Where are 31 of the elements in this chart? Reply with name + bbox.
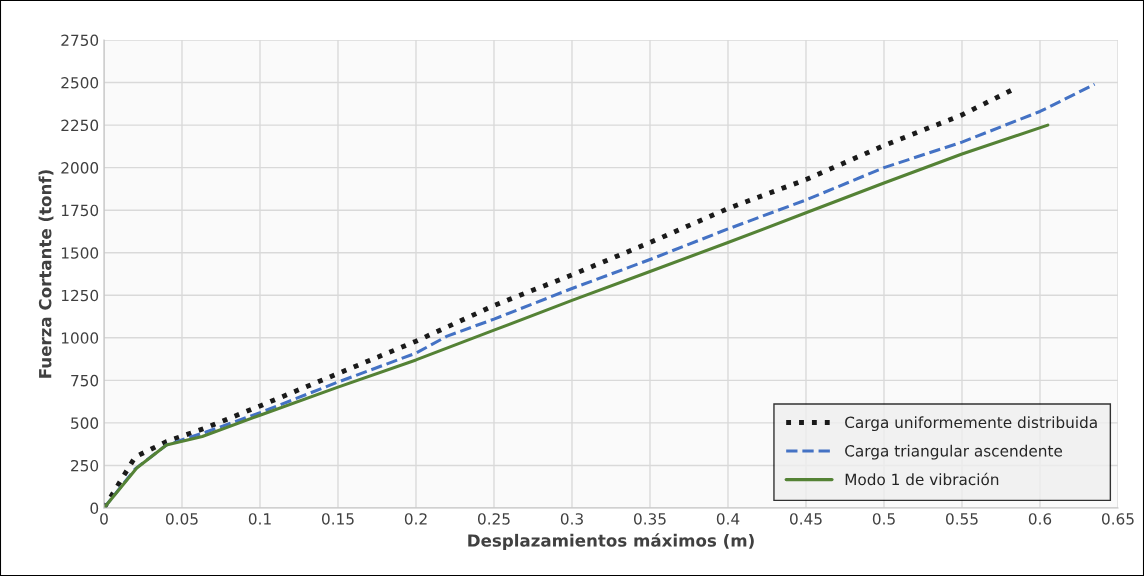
y-tick-label: 750 xyxy=(71,374,99,387)
x-tick-label: 0.55 xyxy=(946,513,978,525)
x-tick-label: 0.3 xyxy=(560,513,583,525)
x-axis-title: Desplazamientos máximos (m) xyxy=(468,533,754,550)
y-tick-label: 2250 xyxy=(61,119,99,132)
y-axis-title: Fuerza Cortante (tonf) xyxy=(38,170,54,378)
legend-label: Carga uniformemente distribuida xyxy=(845,416,1097,432)
y-tick-label: 1000 xyxy=(61,332,99,344)
y-tick-label: 2000 xyxy=(61,162,99,174)
y-tick-label: 500 xyxy=(71,417,99,429)
x-tick-label: 0.05 xyxy=(166,513,198,525)
y-tick-label: 1500 xyxy=(61,247,99,259)
x-tick-label: 0.15 xyxy=(322,513,354,525)
x-tick-label: 0.4 xyxy=(716,513,740,525)
legend-label: Carga triangular ascendente xyxy=(845,444,1063,460)
y-tick-label: 250 xyxy=(71,459,99,472)
y-tick-label: 2500 xyxy=(61,77,99,89)
x-tick-label: 0.5 xyxy=(872,513,895,525)
x-tick-label: 0.25 xyxy=(478,513,510,525)
y-tick-label: 0 xyxy=(90,502,99,515)
legend-label: Modo 1 de vibración xyxy=(845,472,999,486)
y-tick-label: 1750 xyxy=(61,204,99,217)
x-tick-label: 0.65 xyxy=(1102,513,1134,525)
x-tick-label: 0.2 xyxy=(404,513,427,525)
x-tick-label: 0.45 xyxy=(790,513,822,525)
x-tick-label: 0 xyxy=(100,513,108,525)
x-tick-label: 0.6 xyxy=(1028,513,1052,525)
x-tick-label: 0.1 xyxy=(248,513,271,525)
y-tick-label: 1250 xyxy=(61,289,99,302)
x-tick-label: 0.35 xyxy=(634,513,666,525)
y-tick-label: 2750 xyxy=(61,34,99,47)
